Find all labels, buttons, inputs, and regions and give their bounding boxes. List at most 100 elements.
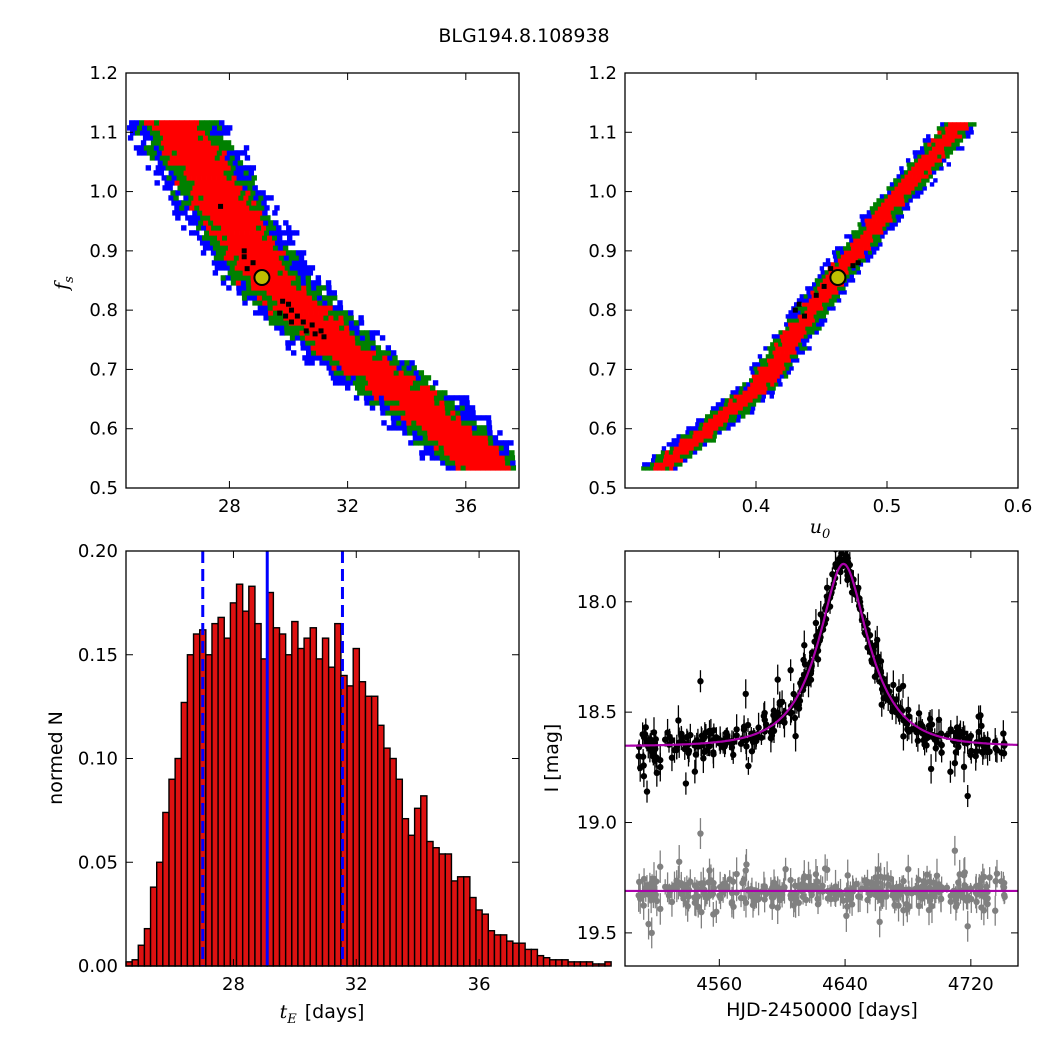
heatmap-cell-red [917,178,922,183]
heatmap-cell-blue [458,395,465,401]
heatmap-cell-blue [363,395,370,401]
heatmap-cell-red [318,310,324,316]
histogram-bar [143,927,152,967]
heatmap-cell-green [411,365,417,371]
histogram-bar [450,880,459,967]
heatmap-cell-red [789,326,794,331]
data-point [687,731,694,739]
heatmap-cell-green [292,270,299,276]
heatmap-cell-red [773,354,779,359]
heatmap-cell-blue [806,290,811,295]
heatmap-cell-red [468,440,474,446]
heatmap-cell-red [686,442,692,447]
heatmap-cell-green [251,175,257,181]
heatmap-cell-blue [330,375,337,381]
heatmap-cell-red [923,166,928,171]
heatmap-cell-blue [731,422,736,427]
heatmap-cell-red [441,425,448,431]
heatmap-cell-red [905,178,910,183]
heatmap-cell-red [209,205,215,211]
heatmap-cell-green [810,330,815,335]
heatmap-cell-red [254,240,261,246]
heatmap-cell-blue [816,322,821,327]
heatmap-cell-red [418,395,425,401]
heatmap-cell-red [430,410,436,416]
heatmap-cell-blue [195,215,201,221]
heatmap-cell-blue [412,430,418,436]
heatmap-cell-green [339,325,345,331]
heatmap-cell-red [391,365,397,371]
heatmap-cell-red [210,165,217,171]
heatmap-cell-blue [487,430,493,436]
heatmap-cell-green [305,340,311,346]
heatmap-cell-blue [899,166,904,171]
heatmap-cell-blue [243,145,250,151]
heatmap-cell-red [221,175,227,181]
residual-point [676,858,683,865]
data-point [895,685,903,693]
heatmap-cell-red [281,290,287,296]
heatmap-cell-blue [846,278,852,283]
heatmap-cell-red [785,354,791,359]
heatmap-cell-blue [272,210,278,216]
heatmap-cell-blue [429,450,435,456]
heatmap-cell-blue [889,182,895,187]
heatmap-cell-red [490,465,497,471]
heatmap-cell-green [395,410,401,416]
heatmap-cell-green [175,165,182,171]
heatmap-cell-red [249,240,256,246]
heatmap-cell-blue [717,430,722,435]
heatmap-cell-red [819,306,824,311]
heatmap-cell-red [964,122,969,127]
histogram-bar [389,757,397,967]
heatmap-cell-red [355,345,362,351]
data-point [801,660,809,668]
heatmap-cell-blue [302,270,309,276]
heatmap-cell-red [451,425,458,431]
heatmap-cell-red [455,415,462,421]
heatmap-cell-green [181,175,187,181]
heatmap-cell-red [231,235,238,241]
heatmap-cell-green [204,130,211,136]
heatmap-cell-red [475,465,482,471]
heatmap-cell-green [284,325,290,331]
heatmap-cell-red [247,245,254,251]
heatmap-cell-red [852,254,858,259]
residual-point [905,903,913,910]
heatmap-cell-red [758,370,763,375]
heatmap-cell-green [822,302,827,307]
heatmap-cell-red [466,425,473,431]
heatmap-cell-red [431,425,438,431]
data-point [892,708,900,716]
heatmap-cell-green [179,205,185,211]
heatmap-cell-green [294,325,300,331]
heatmap-cell-green [449,405,456,411]
heatmap-cell-red [298,310,304,316]
heatmap-cell-green [357,390,363,396]
heatmap-cell-red [689,446,695,451]
heatmap-cell-blue [493,440,499,446]
heatmap-cell-red [464,455,471,461]
data-point [967,751,974,759]
heatmap-cell-blue [960,146,965,151]
heatmap-cell-red [933,158,939,163]
heatmap-cell-red [338,320,345,326]
heatmap-cell-blue [778,382,783,387]
heatmap-cell-blue [289,240,296,246]
heatmap-cell-red [166,150,173,156]
heatmap-cell-blue [956,146,961,151]
heatmap-cell-green [237,270,244,276]
data-point [812,619,820,627]
heatmap-cell-green [137,125,143,131]
heatmap-cell-red [349,360,355,366]
heatmap-cell-blue [878,242,883,247]
heatmap-cell-red [339,330,345,336]
heatmap-cell-red [335,350,342,356]
heatmap-cell-red [463,440,469,446]
heatmap-cell-red [671,458,676,463]
heatmap-cell-red [313,310,319,316]
histogram-bar [481,913,489,967]
heatmap-cell-red [291,290,297,296]
heatmap-cell-green [461,420,467,426]
